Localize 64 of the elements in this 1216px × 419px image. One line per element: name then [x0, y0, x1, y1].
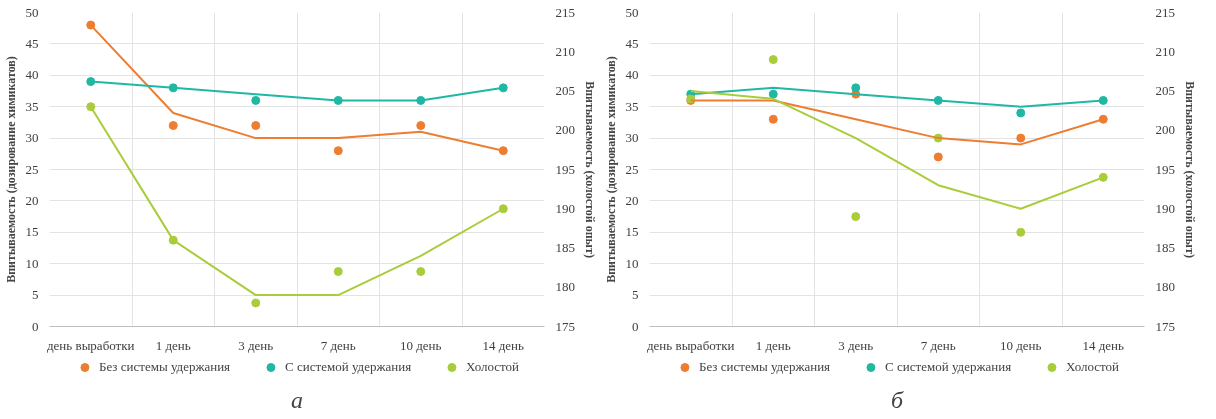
legend-label: Без системы удержания [98, 359, 231, 375]
x-tick-label: 10 день [999, 337, 1042, 353]
y-axis-title: Впитываемость (дозирование химикатов) [603, 56, 618, 283]
legend-label: Холостой [1066, 359, 1120, 375]
y-tick-label: 35 [25, 98, 39, 114]
y-tick-label: 15 [25, 224, 39, 240]
y-tick-label: 40 [25, 67, 39, 83]
text: а [291, 387, 303, 414]
y2-tick-label: 215 [555, 4, 575, 20]
y-tick-label: 0 [632, 318, 639, 334]
x-tick-label: 3 день [838, 337, 874, 353]
y-tick-label: 25 [25, 161, 39, 177]
y-tick-label: 20 [25, 192, 39, 208]
y2-tick-label: 180 [1155, 279, 1175, 295]
y-tick-label: 30 [25, 130, 39, 146]
y2-tick-label: 190 [1155, 200, 1175, 216]
y-tick-label: 45 [625, 35, 639, 51]
text: б [890, 387, 904, 414]
legend-label: Холостой [466, 359, 520, 375]
y2-tick-label: 205 [1155, 83, 1175, 98]
y-axis-title: Впитываемость (дозирование химикатов) [3, 56, 18, 283]
y2-tick-label: 200 [555, 122, 575, 138]
y2-tick-label: 175 [1155, 318, 1175, 334]
y-tick-label: 50 [625, 4, 639, 20]
y-tick-label: 10 [625, 255, 639, 271]
x-tick-label: 1 день [755, 337, 791, 353]
x-tick-label: 7 день [320, 337, 356, 353]
y-tick-label: 40 [625, 67, 639, 83]
y-tick-label: 15 [625, 224, 639, 240]
x-tick-label: 10 день [399, 337, 442, 353]
y2-tick-label: 195 [555, 161, 575, 177]
x-tick-label: 3 день [238, 337, 274, 353]
y-tick-label: 30 [625, 130, 639, 146]
y-tick-label: 25 [625, 161, 639, 177]
y-tick-label: 45 [25, 35, 39, 51]
y2-tick-label: 185 [1155, 240, 1175, 255]
x-tick-label: 1 день [155, 337, 191, 353]
y2-tick-label: 205 [555, 83, 575, 98]
x-tick-label: 14 день [1082, 337, 1125, 353]
y2-tick-label: 215 [1155, 4, 1175, 20]
legend-label: С системой удержания [885, 359, 1012, 375]
y2-axis-title: Впитываемость (холостой опыт) [1183, 81, 1197, 258]
x-tick-label: 7 день [920, 337, 956, 353]
y-tick-label: 50 [25, 4, 39, 20]
y2-tick-label: 180 [555, 279, 575, 295]
y-tick-label: 35 [625, 98, 639, 114]
y2-tick-label: 195 [1155, 161, 1175, 177]
legend-label: С системой удержания [285, 359, 412, 375]
y2-tick-label: 185 [555, 240, 575, 255]
y2-tick-label: 210 [1155, 43, 1175, 59]
y-tick-label: 20 [625, 192, 639, 208]
legend-label: Без системы удержания [698, 359, 831, 375]
y2-axis-title: Впитываемость (холостой опыт) [583, 81, 597, 258]
y-tick-label: 0 [32, 318, 39, 334]
x-tick-label: день выработки [646, 337, 735, 353]
y-tick-label: 5 [632, 287, 639, 303]
y2-tick-label: 210 [555, 43, 575, 59]
y-tick-label: 10 [25, 255, 39, 271]
x-tick-label: день выработки [46, 337, 135, 353]
y2-tick-label: 175 [555, 318, 575, 334]
y-tick-label: 5 [32, 287, 39, 303]
x-tick-label: 14 день [482, 337, 525, 353]
y2-tick-label: 190 [555, 200, 575, 216]
y2-tick-label: 200 [1155, 122, 1175, 138]
